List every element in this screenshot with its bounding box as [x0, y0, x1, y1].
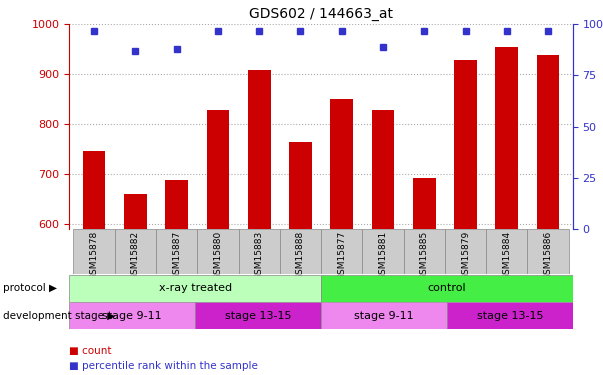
Bar	[156, 229, 197, 274]
Text: ■ percentile rank within the sample: ■ percentile rank within the sample	[69, 361, 258, 370]
Bar	[321, 229, 362, 274]
Bar	[447, 302, 573, 329]
Bar	[528, 229, 569, 274]
Text: development stage ▶: development stage ▶	[3, 311, 115, 321]
Text: GSM15878: GSM15878	[90, 231, 99, 280]
Text: GSM15882: GSM15882	[131, 231, 140, 280]
Text: stage 13-15: stage 13-15	[225, 311, 291, 321]
Bar	[321, 302, 447, 329]
Bar	[289, 141, 312, 375]
Bar	[83, 152, 106, 375]
Bar	[454, 60, 477, 375]
Bar	[362, 229, 403, 274]
Text: GSM15880: GSM15880	[213, 231, 223, 280]
Text: GSM15884: GSM15884	[502, 231, 511, 280]
Bar	[280, 229, 321, 274]
Text: stage 9-11: stage 9-11	[354, 311, 414, 321]
Text: GSM15881: GSM15881	[379, 231, 388, 280]
Bar	[124, 194, 147, 375]
Bar	[195, 302, 321, 329]
Bar	[496, 47, 518, 375]
Text: GSM15887: GSM15887	[172, 231, 181, 280]
Bar	[403, 229, 445, 274]
Bar	[165, 180, 188, 375]
Bar	[239, 229, 280, 274]
Text: GSM15888: GSM15888	[296, 231, 305, 280]
Text: GSM15877: GSM15877	[337, 231, 346, 280]
Bar	[69, 275, 321, 302]
Bar	[486, 229, 528, 274]
Bar	[248, 70, 271, 375]
Bar	[207, 110, 229, 375]
Bar	[413, 178, 435, 375]
Text: GSM15886: GSM15886	[543, 231, 552, 280]
Bar	[197, 229, 239, 274]
Text: GSM15879: GSM15879	[461, 231, 470, 280]
Bar	[321, 275, 573, 302]
Text: stage 9-11: stage 9-11	[103, 311, 162, 321]
Text: stage 13-15: stage 13-15	[476, 311, 543, 321]
Text: GSM15883: GSM15883	[254, 231, 264, 280]
Bar	[115, 229, 156, 274]
Text: ■ count: ■ count	[69, 346, 112, 355]
Bar	[445, 229, 486, 274]
Bar	[69, 302, 195, 329]
Text: protocol ▶: protocol ▶	[3, 284, 57, 293]
Bar	[330, 99, 353, 375]
Bar	[371, 110, 394, 375]
Text: GSM15885: GSM15885	[420, 231, 429, 280]
Bar	[537, 55, 560, 375]
Bar	[74, 229, 115, 274]
Text: control: control	[428, 284, 466, 293]
Title: GDS602 / 144663_at: GDS602 / 144663_at	[249, 7, 393, 21]
Text: x-ray treated: x-ray treated	[159, 284, 232, 293]
